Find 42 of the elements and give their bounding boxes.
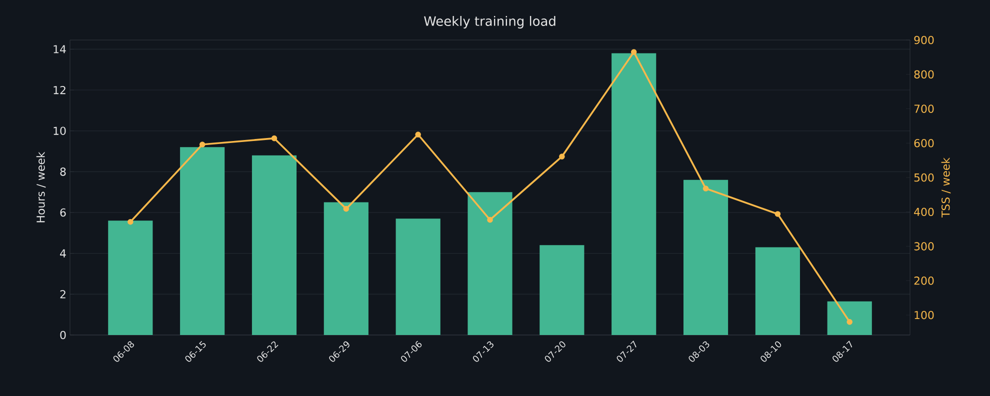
y-axis-title: Hours / week xyxy=(36,152,46,222)
bar xyxy=(252,155,297,335)
bar xyxy=(396,218,440,335)
y2-tick-label: 100 xyxy=(914,310,934,320)
point xyxy=(630,49,637,55)
y-tick-label: 12 xyxy=(54,86,66,94)
bar xyxy=(755,247,800,335)
y2-tick-label: 700 xyxy=(914,104,934,113)
bar xyxy=(468,192,512,335)
y-tick-label: 4 xyxy=(60,249,66,258)
y2-tick-label: 900 xyxy=(914,36,934,44)
y-tick-label: 8 xyxy=(60,168,66,176)
point xyxy=(487,216,493,223)
bar xyxy=(108,220,153,335)
chart-title: Weekly training load xyxy=(424,16,556,28)
y-tick-label: 10 xyxy=(54,126,66,135)
bar xyxy=(827,301,872,335)
y2-tick-label: 300 xyxy=(914,242,934,250)
point xyxy=(415,132,421,138)
y2-axis-title: TSS / week xyxy=(941,158,951,218)
point xyxy=(846,319,853,325)
bar xyxy=(324,202,368,335)
point xyxy=(199,142,206,148)
point xyxy=(774,211,781,217)
point xyxy=(128,218,134,225)
y-tick-label: 6 xyxy=(60,208,66,217)
bar xyxy=(540,245,584,335)
point xyxy=(271,135,278,142)
point xyxy=(702,186,709,192)
y-tick-label: 2 xyxy=(60,290,66,298)
point xyxy=(559,154,565,160)
y-tick-label: 14 xyxy=(54,45,66,54)
bar xyxy=(180,147,225,335)
y2-tick-label: 200 xyxy=(914,276,934,285)
point xyxy=(343,206,350,212)
bar xyxy=(612,53,656,335)
y2-tick-label: 600 xyxy=(914,139,934,148)
y2-tick-label: 500 xyxy=(914,173,934,182)
bar xyxy=(683,180,728,335)
y-tick-label: 0 xyxy=(60,330,66,340)
y2-tick-label: 800 xyxy=(914,70,934,79)
y2-tick-label: 400 xyxy=(914,208,934,216)
